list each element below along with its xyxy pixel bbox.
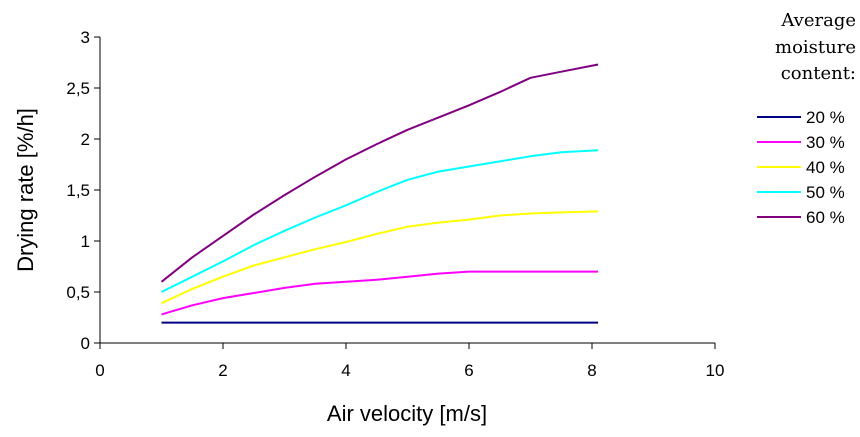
legend-title-line-2: moisture bbox=[775, 37, 856, 58]
x-tick-label: 8 bbox=[587, 361, 596, 380]
y-tick-label: 2,5 bbox=[66, 79, 90, 98]
x-axis-label: Air velocity [m/s] bbox=[327, 401, 487, 426]
series-line-40-percent bbox=[161, 210, 599, 305]
y-tick-label: 2 bbox=[81, 130, 90, 149]
legend-entries: 20 % 30 % 40 % 50 % 60 % bbox=[757, 108, 845, 227]
series-line-50-percent bbox=[161, 149, 599, 293]
x-tick-label: 10 bbox=[706, 361, 725, 380]
x-tick-label: 0 bbox=[95, 361, 104, 380]
legend-title-line-3: content: bbox=[781, 63, 856, 84]
y-axis-ticks: 0 0,5 1 1,5 2 2,5 3 bbox=[66, 28, 100, 353]
y-tick-label: 0,5 bbox=[66, 283, 90, 302]
series-line-30-percent bbox=[161, 270, 599, 316]
x-tick-label: 6 bbox=[464, 361, 473, 380]
legend: Average moisture content: 20 % 30 % 40 % 50… bbox=[757, 10, 856, 227]
series-line-60-percent bbox=[160, 63, 599, 283]
legend-label: 30 % bbox=[806, 133, 845, 152]
legend-label: 20 % bbox=[806, 108, 845, 127]
x-tick-label: 2 bbox=[218, 361, 227, 380]
legend-label: 50 % bbox=[806, 183, 845, 202]
x-tick-label: 4 bbox=[341, 361, 350, 380]
x-axis-ticks: 0 2 4 6 8 10 bbox=[95, 343, 724, 380]
y-axis-label: Drying rate [%/h] bbox=[13, 108, 38, 272]
y-tick-label: 1 bbox=[81, 232, 90, 251]
y-tick-label: 3 bbox=[81, 28, 90, 47]
y-tick-label: 0 bbox=[81, 334, 90, 353]
y-tick-label: 1,5 bbox=[66, 181, 90, 200]
series-lines bbox=[160, 63, 599, 324]
plot-area: 0 0,5 1 1,5 2 2,5 3 0 2 4 6 8 10 bbox=[66, 28, 724, 380]
legend-label: 60 % bbox=[806, 208, 845, 227]
legend-title-line-1: Average bbox=[780, 10, 856, 31]
legend-label: 40 % bbox=[806, 158, 845, 177]
